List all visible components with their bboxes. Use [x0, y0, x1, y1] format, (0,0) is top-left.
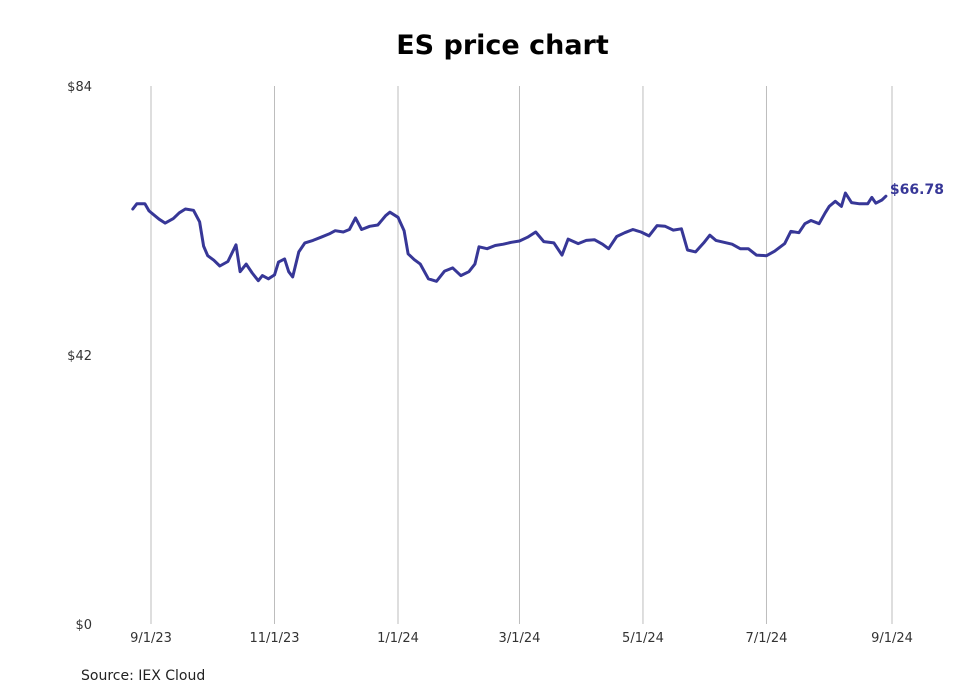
x-tick-label: 9/1/23 [130, 631, 172, 646]
x-tick-label: 9/1/24 [871, 631, 913, 646]
x-tick-label: 3/1/24 [499, 631, 541, 646]
source-note: Source: IEX Cloud [81, 668, 206, 684]
last-value-label: $66.78 [890, 182, 944, 198]
chart-title: ES price chart [396, 30, 609, 61]
x-tick-label: 7/1/24 [746, 631, 788, 646]
x-tick-label: 11/1/23 [249, 631, 299, 646]
x-tick-label: 1/1/24 [377, 631, 419, 646]
y-tick-label: $42 [67, 349, 92, 364]
y-axis-ticks: $0 $42 $84 [67, 80, 92, 633]
y-tick-label: $0 [75, 618, 92, 633]
series-line [131, 191, 888, 283]
vertical-gridlines [150, 86, 893, 624]
x-axis-ticks: 9/1/23 11/1/23 1/1/24 3/1/24 5/1/24 7/1/24 9/1… [130, 631, 913, 646]
series-group: $66.78 [131, 182, 944, 283]
y-tick-label: $84 [67, 80, 92, 95]
x-tick-label: 5/1/24 [622, 631, 664, 646]
